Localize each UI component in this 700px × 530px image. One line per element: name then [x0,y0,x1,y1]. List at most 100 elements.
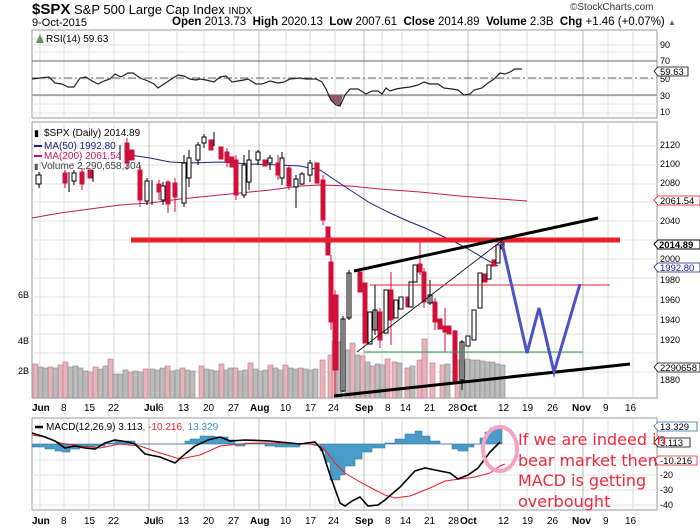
rsi-panel: 90 70 50 30 10 59.63 RSI(14) 59.63 [31,29,689,119]
rsi-legend: RSI(14) 59.63 [46,34,109,45]
x-tick: Jul [144,516,159,527]
ma50-tag: 1992.80 [660,263,694,274]
macd-histogram [31,427,503,481]
wedge-lower-line [333,362,631,398]
macd-value-tag: 3.113 [660,438,683,449]
volume-value: 2.3B [529,16,554,28]
x-tick: 20 [203,516,215,527]
price-legend: $SPX (Daily) 2014.89 [44,128,141,139]
x-tick: 28 [448,516,460,527]
price-tick: 2100 [660,159,680,169]
x-tick: 21 [424,403,436,414]
candle-icon: ▮ [34,128,39,138]
macd-signal-line [31,434,506,499]
x-tick: 24 [328,403,340,414]
copyright: ©StockCharts.com [570,2,654,13]
chg-value: +1.46 (+0.07%) [585,16,665,28]
x-tick: Aug [250,403,269,414]
macd-ticks: -20 -30 -40 [660,470,673,510]
x-tick: 8 [61,516,67,527]
rsi-tick: 90 [660,40,670,50]
volume-legend: Volume 2,290,658,304 [41,161,142,172]
macd-signal-tag: -10.216 [660,456,692,467]
price-panel: 2120 2100 2080 2040 2000 1980 1960 1940 … [18,121,700,399]
x-tick: 22 [108,516,120,527]
volume-icon: ▮ [34,162,38,171]
exchange: INDX [228,6,253,17]
x-tick: 6 [158,403,164,414]
close-value: 2014.89 [438,16,480,28]
x-tick: 8 [61,403,67,414]
x-tick: 22 [108,403,120,414]
chart-date: 9-Oct-2015 [32,17,88,29]
wedge-upper-line [353,216,599,273]
macd-panel: -20 -30 -40 13.329 3.113 -10.216 MACD(12… [31,417,698,511]
x-tick: Nov [572,516,591,527]
macd-hist-tag: 13.329 [660,422,689,433]
macd-line [31,432,501,507]
x-tick: 13 [178,516,190,527]
macd-legend-signal: , -10.216 [143,422,183,433]
x-tick: 28 [448,403,460,414]
x-tick: 20 [203,403,215,414]
chg-label: Chg [559,16,583,28]
x-tick: 27 [228,516,240,527]
x-tick: 12 [498,516,510,527]
rsi-value-tag: 59.63 [660,67,684,78]
ohlc-summary: Open 2013.73 High 2020.13 Low 2007.61 Cl… [172,16,676,28]
x-tick: Jun [32,403,50,414]
x-tick: Jul [144,403,159,414]
x-tick: Jun [32,516,50,527]
x-tick: 15 [84,403,96,414]
price-tick: 2080 [660,178,680,188]
price-tick: 1980 [660,275,680,285]
annotation-line: MACD is getting [518,471,647,490]
x-tick: 24 [328,516,340,527]
projection-path [500,242,582,378]
annotation-line: If we are indeed in [518,430,667,449]
low-value: 2007.61 [355,16,398,28]
price-tick: 2120 [660,140,680,150]
high-label: High [252,16,279,28]
x-tick: Oct [460,403,477,414]
x-tick: 9 [603,403,609,414]
rsi-icon [36,34,44,43]
chart-title: $SPX S&P 500 Large Cap Index INDX [32,1,252,18]
x-tick: 17 [305,403,317,414]
candles [35,132,505,396]
x-tick: 27 [228,403,240,414]
ma50-legend: MA(50) 1992.80 [44,141,116,152]
high-value: 2020.13 [281,16,323,28]
price-tick: 1960 [660,295,680,305]
x-tick: Oct [460,516,477,527]
x-tick: Sep [355,516,373,527]
ma200-tag: 2061.54 [660,196,694,207]
x-tick: 19 [522,516,534,527]
volume-tick: 2B [18,366,29,376]
x-tick: 8 [385,516,391,527]
open-value: 2013.73 [204,16,247,28]
x-tick: 6 [158,516,164,527]
x-tick: 8 [385,403,391,414]
volume-tick: 4B [18,336,29,346]
annotation-line: overbought [518,491,611,511]
x-tick: Aug [250,516,269,527]
macd-legend-macd: MACD(12,26,9) 3.113 [46,422,143,433]
price-ticks: 2120 2100 2080 2040 2000 1980 1960 1940 … [18,140,680,385]
trend-line [356,235,509,353]
x-tick: 19 [522,403,534,414]
x-tick: 10 [280,516,292,527]
highlight-circle [481,425,519,473]
ma200-legend: MA(200) 2061.54 [44,151,122,162]
x-tick: 17 [305,516,317,527]
price-tick: 1940 [660,315,680,325]
x-tick: 16 [625,403,637,414]
price-tick: 2000 [660,254,680,264]
open-label: Open [172,16,202,28]
volume-label: Volume [485,16,527,28]
x-tick: Nov [572,403,591,414]
x-axis-bottom: Jun 8 15 22 Jul 6 13 20 27 Aug 10 17 24 … [32,516,637,527]
annotation-note: If we are indeed in bear market then MAC… [518,430,667,512]
macd-legend-hist: , 13.329 [182,422,219,433]
close-tag: 2014.89 [659,240,693,251]
